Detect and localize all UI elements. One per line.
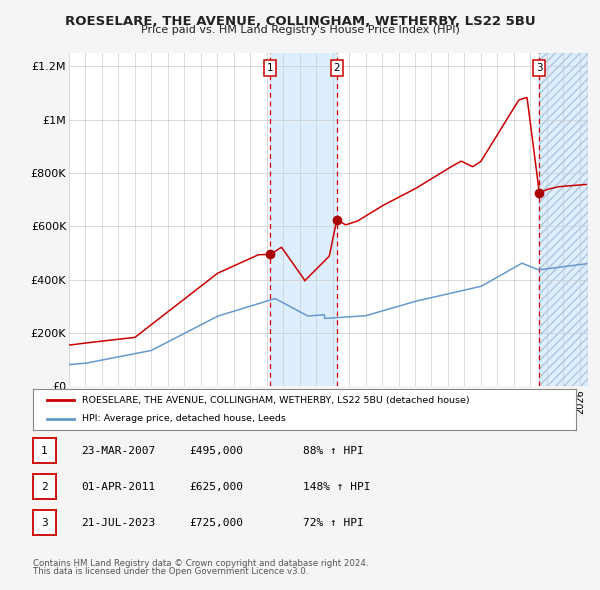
Text: 72% ↑ HPI: 72% ↑ HPI xyxy=(303,518,364,527)
Text: 148% ↑ HPI: 148% ↑ HPI xyxy=(303,482,371,491)
Text: £725,000: £725,000 xyxy=(189,518,243,527)
Text: Price paid vs. HM Land Registry's House Price Index (HPI): Price paid vs. HM Land Registry's House … xyxy=(140,25,460,35)
Text: 01-APR-2011: 01-APR-2011 xyxy=(81,482,155,491)
Text: £625,000: £625,000 xyxy=(189,482,243,491)
Text: ROESELARE, THE AVENUE, COLLINGHAM, WETHERBY, LS22 5BU (detached house): ROESELARE, THE AVENUE, COLLINGHAM, WETHE… xyxy=(82,396,469,405)
Text: 23-MAR-2007: 23-MAR-2007 xyxy=(81,446,155,455)
Text: ROESELARE, THE AVENUE, COLLINGHAM, WETHERBY, LS22 5BU: ROESELARE, THE AVENUE, COLLINGHAM, WETHE… xyxy=(65,15,535,28)
Text: 2: 2 xyxy=(334,63,340,73)
Bar xyxy=(539,53,588,386)
Bar xyxy=(271,53,337,386)
Text: This data is licensed under the Open Government Licence v3.0.: This data is licensed under the Open Gov… xyxy=(33,567,308,576)
Text: 88% ↑ HPI: 88% ↑ HPI xyxy=(303,446,364,455)
Text: 1: 1 xyxy=(41,446,48,455)
Text: 3: 3 xyxy=(41,518,48,527)
Text: Contains HM Land Registry data © Crown copyright and database right 2024.: Contains HM Land Registry data © Crown c… xyxy=(33,559,368,568)
Text: 1: 1 xyxy=(267,63,274,73)
Text: 3: 3 xyxy=(536,63,543,73)
Bar xyxy=(539,53,588,386)
Text: £495,000: £495,000 xyxy=(189,446,243,455)
Text: 21-JUL-2023: 21-JUL-2023 xyxy=(81,518,155,527)
Text: 2: 2 xyxy=(41,482,48,491)
Text: HPI: Average price, detached house, Leeds: HPI: Average price, detached house, Leed… xyxy=(82,414,286,423)
